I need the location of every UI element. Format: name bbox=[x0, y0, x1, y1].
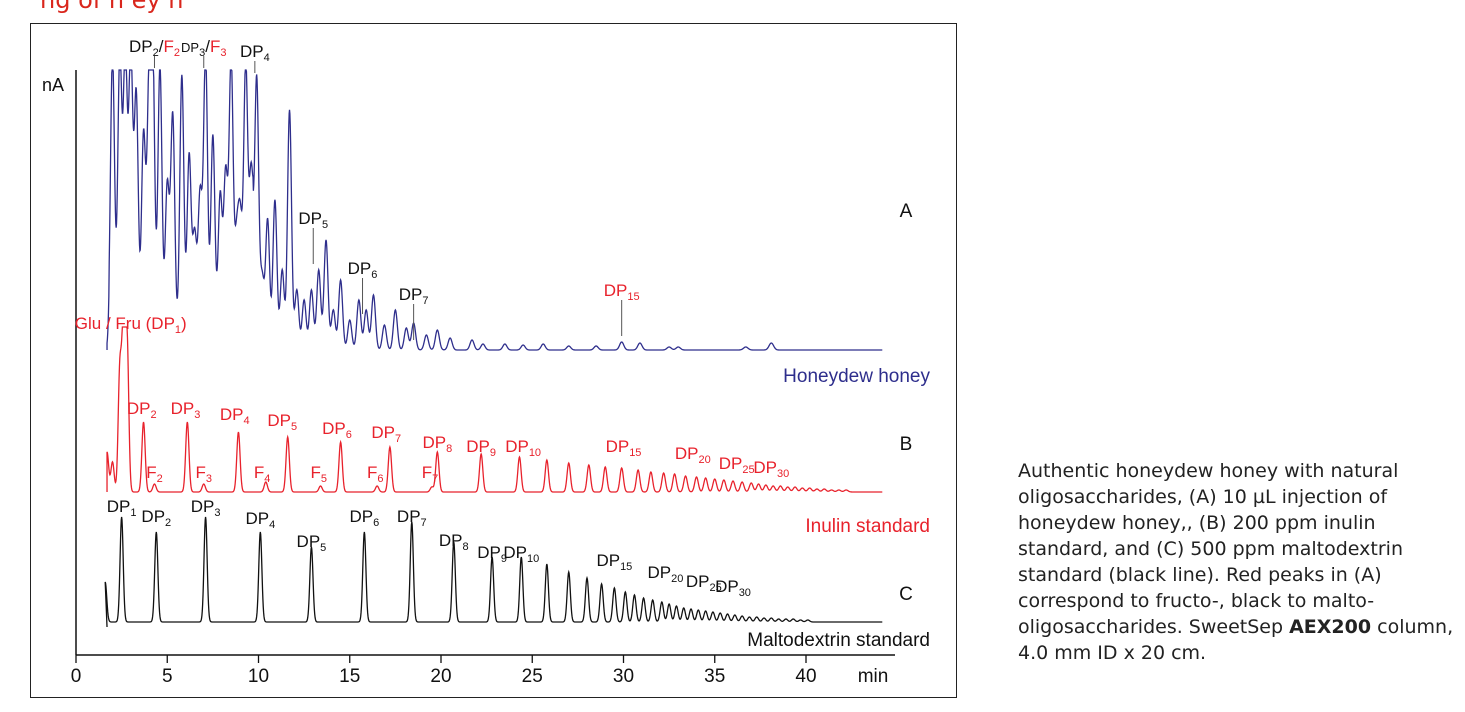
peak-label: DP4 bbox=[220, 405, 250, 427]
peak-label: DP15 bbox=[606, 437, 642, 459]
x-axis-label: min bbox=[858, 666, 889, 687]
peak-label: DP5 bbox=[297, 532, 327, 554]
peak-label: DP2/F2 bbox=[129, 37, 180, 59]
trace-A bbox=[106, 69, 883, 351]
peak-label: DP5 bbox=[298, 209, 328, 231]
x-tick-label: 5 bbox=[162, 666, 173, 687]
x-tick-label: 10 bbox=[248, 666, 269, 687]
peak-label: F5 bbox=[310, 463, 327, 485]
trace-letter-C: C bbox=[899, 584, 913, 605]
x-tick-label: 35 bbox=[704, 666, 725, 687]
x-tick-label: 30 bbox=[613, 666, 634, 687]
trace-name-A: Honeydew honey bbox=[783, 366, 930, 387]
x-tick-label: 0 bbox=[71, 666, 82, 687]
chromatogram-chart: 0 5 10 15 20 25 30 35 40 min nA Honeydew honey A DP2/… bbox=[42, 37, 930, 687]
peak-label: DP20 bbox=[648, 563, 684, 585]
caption-text: Authentic honeydew honey with natural ol… bbox=[1018, 460, 1403, 638]
caption-column-name: AEX200 bbox=[1289, 616, 1372, 638]
peak-label: DP4 bbox=[240, 42, 270, 64]
trace-name-C: Maltodextrin standard bbox=[747, 630, 930, 651]
peak-label: DP7 bbox=[397, 507, 427, 529]
peak-label: F7 bbox=[422, 463, 439, 485]
peak-label: DP6 bbox=[348, 259, 378, 281]
x-tick-label: 20 bbox=[430, 666, 451, 687]
peak-label: DP9 bbox=[477, 543, 507, 565]
peak-label: F4 bbox=[254, 463, 271, 485]
peak-label: DP30 bbox=[715, 577, 751, 599]
figure-caption: Authentic honeydew honey with natural ol… bbox=[1018, 458, 1458, 666]
peak-label: DP2 bbox=[141, 507, 171, 529]
peak-label: DP20 bbox=[675, 444, 711, 466]
peak-label: DP15 bbox=[596, 551, 632, 573]
peak-label: DP7 bbox=[371, 423, 401, 445]
peak-label: DP3 bbox=[171, 399, 201, 421]
trace-C bbox=[104, 516, 883, 628]
peak-label: DP3/F3 bbox=[181, 37, 226, 59]
x-tick-label: 40 bbox=[795, 666, 816, 687]
peak-label: DP10 bbox=[505, 437, 541, 459]
peak-label: DP8 bbox=[422, 433, 452, 455]
peak-label: DP8 bbox=[439, 531, 469, 553]
trace-letter-B: B bbox=[900, 434, 913, 455]
x-tick-label: 15 bbox=[339, 666, 360, 687]
peak-label: DP4 bbox=[245, 509, 275, 531]
peak-label: DP7 bbox=[399, 285, 429, 307]
peak-label: DP25 bbox=[686, 572, 722, 594]
peak-label: F3 bbox=[195, 463, 212, 485]
peak-label: DP30 bbox=[753, 458, 789, 480]
peak-label: DP2 bbox=[127, 399, 157, 421]
peak-label: Glu / Fru (DP1) bbox=[75, 314, 187, 336]
page-title-fragment: ng of h ey h bbox=[40, 0, 184, 14]
peak-label: DP25 bbox=[719, 454, 755, 476]
peak-label: DP1 bbox=[107, 497, 137, 519]
caption-text-end: column, 4.0 mm ID x 20 cm. bbox=[1018, 616, 1454, 664]
trace-letter-A: A bbox=[900, 201, 913, 222]
trace-name-B: Inulin standard bbox=[805, 516, 930, 537]
peak-label: F2 bbox=[146, 463, 163, 485]
peak-label: F6 bbox=[367, 463, 384, 485]
peak-label: DP6 bbox=[322, 419, 352, 441]
peak-label: DP5 bbox=[267, 411, 297, 433]
peak-label: DP3 bbox=[191, 497, 221, 519]
y-axis-label: nA bbox=[42, 75, 64, 95]
chart-frame bbox=[30, 23, 957, 698]
x-tick-label: 25 bbox=[522, 666, 543, 687]
peak-label: DP6 bbox=[349, 507, 379, 529]
trace-B bbox=[106, 326, 883, 493]
peak-label: DP10 bbox=[503, 543, 539, 565]
peak-label: DP15 bbox=[604, 281, 640, 303]
peak-label: DP9 bbox=[466, 437, 496, 459]
